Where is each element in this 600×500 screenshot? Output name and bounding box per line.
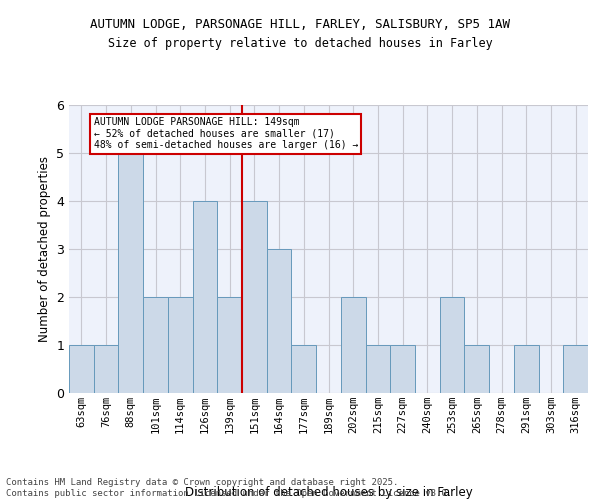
Bar [267,249,292,392]
Text: AUTUMN LODGE PARSONAGE HILL: 149sqm
← 52% of detached houses are smaller (17)
48: AUTUMN LODGE PARSONAGE HILL: 149sqm ← 52… [94,117,358,150]
Bar [464,344,489,393]
Y-axis label: Number of detached properties: Number of detached properties [38,156,50,342]
Bar [563,344,588,393]
Bar [193,201,217,392]
Text: Size of property relative to detached houses in Farley: Size of property relative to detached ho… [107,38,493,51]
Bar [94,344,118,393]
Bar [168,296,193,392]
Text: AUTUMN LODGE, PARSONAGE HILL, FARLEY, SALISBURY, SP5 1AW: AUTUMN LODGE, PARSONAGE HILL, FARLEY, SA… [90,18,510,30]
Bar [242,201,267,392]
Bar [341,296,365,392]
Bar [365,344,390,393]
Bar [292,344,316,393]
Bar [390,344,415,393]
Bar [514,344,539,393]
Bar [440,296,464,392]
X-axis label: Distribution of detached houses by size in Farley: Distribution of detached houses by size … [185,486,472,498]
Bar [143,296,168,392]
Bar [217,296,242,392]
Bar [69,344,94,393]
Text: Contains HM Land Registry data © Crown copyright and database right 2025.
Contai: Contains HM Land Registry data © Crown c… [6,478,452,498]
Bar [118,153,143,392]
